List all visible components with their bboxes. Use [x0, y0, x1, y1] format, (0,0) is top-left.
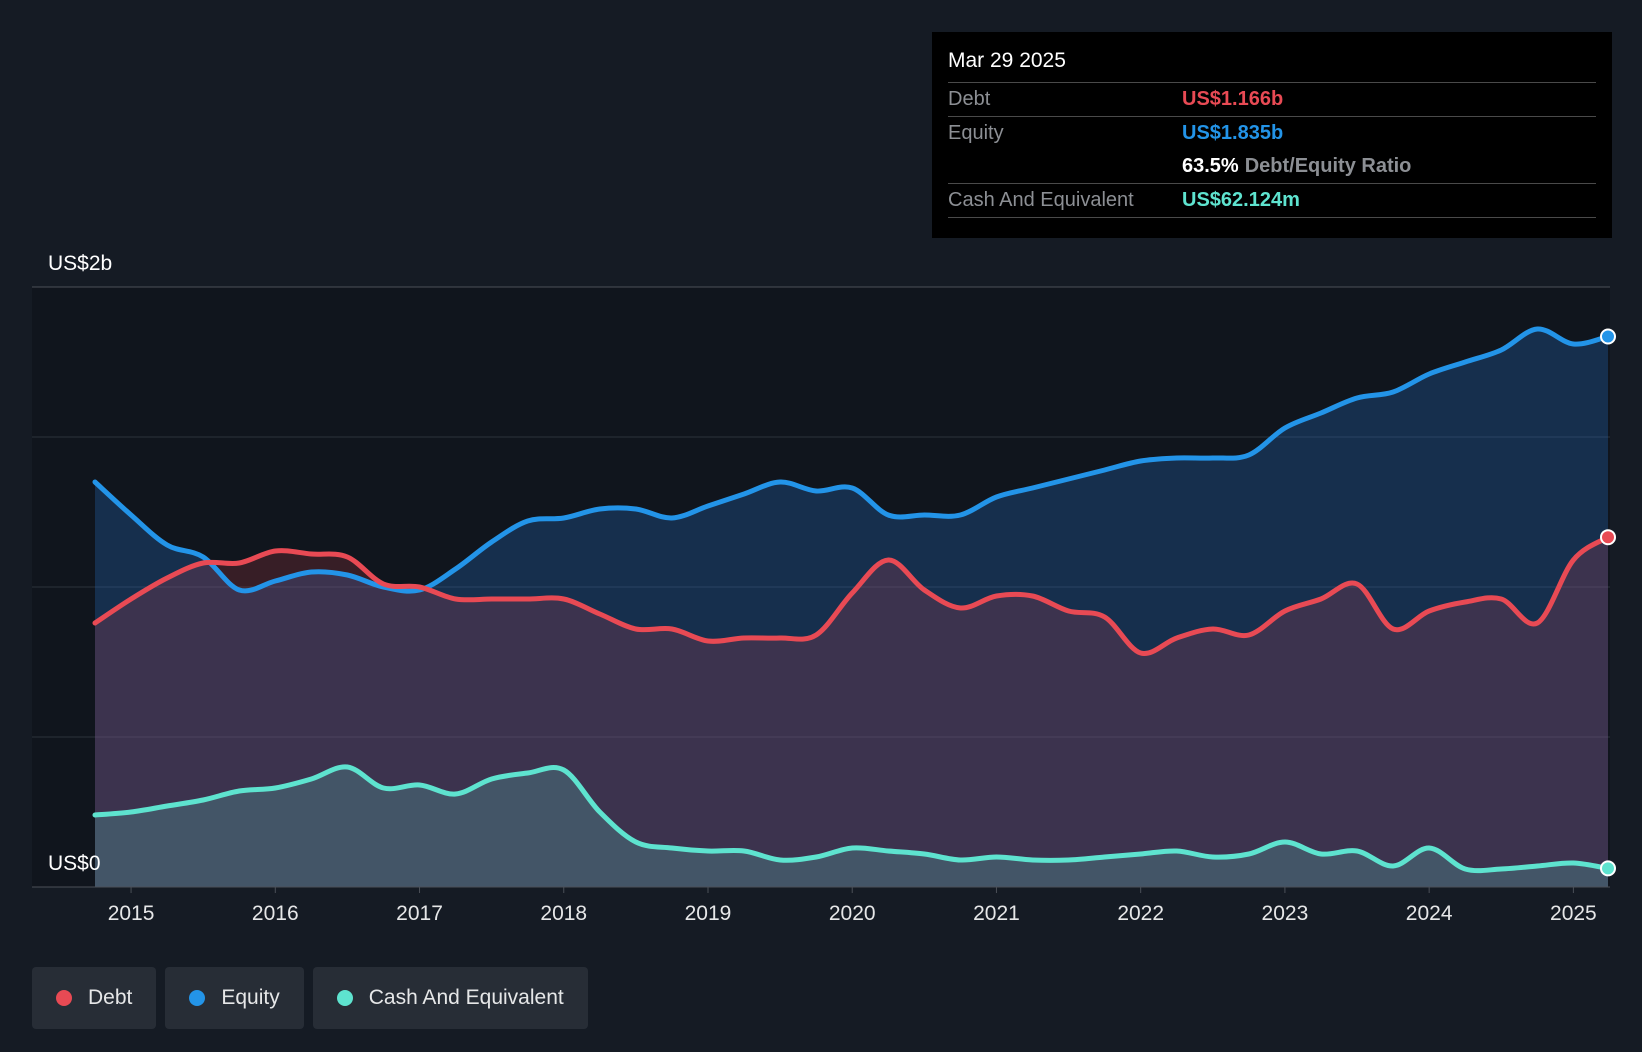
equity-end-marker — [1600, 328, 1616, 345]
x-tick-label: 2024 — [1406, 902, 1453, 925]
x-axis-ticks: 2015 2016 2017 2018 2019 2020 2021 2022 2023 2024… — [108, 887, 1597, 925]
series-end-markers — [1600, 328, 1616, 877]
cash-dot-icon — [336, 990, 353, 1006]
x-tick-label: 2017 — [396, 902, 443, 925]
tooltip-cash-value: US$62.124m — [1182, 189, 1300, 211]
equity-dot-icon — [189, 990, 206, 1006]
x-tick-label: 2015 — [108, 902, 155, 925]
tooltip-debt-label: Debt — [948, 88, 991, 110]
tooltip-equity-label: Equity — [948, 122, 1004, 144]
tooltip-ratio-row: 63.5% Debt/Equity Ratio — [948, 150, 1596, 183]
legend-item-cash[interactable]: Cash And Equivalent — [312, 967, 588, 1029]
series-areas — [95, 328, 1608, 887]
y-axis-bottom-label: US$0 — [48, 852, 101, 875]
tooltip-cash-label: Cash And Equivalent — [948, 189, 1134, 211]
debt-line — [92, 534, 1611, 657]
tooltip-ratio-label: Debt/Equity Ratio — [1244, 155, 1412, 177]
x-tick-label: 2018 — [540, 902, 587, 925]
tooltip-debt-value: US$1.166b — [1182, 88, 1284, 110]
x-tick-label: 2019 — [685, 902, 732, 925]
legend-item-equity[interactable]: Equity — [165, 967, 304, 1029]
tooltip-panel: Mar 29 2025 Debt US$1.166b Equity US$1.8… — [932, 32, 1612, 238]
x-tick-label: 2021 — [973, 902, 1020, 925]
debt-area — [95, 537, 1608, 887]
gridlines — [32, 286, 1610, 738]
equity-line — [92, 326, 1611, 594]
tooltip-equity-row: Equity US$1.835b — [948, 116, 1596, 150]
tooltip-debt-row: Debt US$1.166b — [948, 82, 1596, 116]
tooltip-cash-row: Cash And Equivalent US$62.124m — [948, 183, 1596, 218]
legend-equity-label: Equity — [221, 986, 280, 1009]
legend: Debt Equity Cash And Equivalent — [32, 967, 597, 1029]
tooltip-equity-value: US$1.835b — [1182, 122, 1284, 144]
x-tick-label: 2023 — [1262, 902, 1309, 925]
series-lines — [92, 326, 1611, 874]
equity-area — [95, 328, 1608, 887]
x-tick-label: 2025 — [1550, 902, 1597, 925]
x-tick-label: 2020 — [829, 902, 876, 925]
x-tick-label: 2016 — [252, 902, 299, 925]
tooltip-date: Mar 29 2025 — [948, 49, 1066, 72]
debt-end-marker — [1600, 529, 1616, 546]
debt-dot-icon — [56, 990, 72, 1006]
y-axis-top-label: US$2b — [48, 252, 112, 275]
legend-cash-label: Cash And Equivalent — [368, 986, 564, 1009]
cash-end-marker — [1600, 860, 1616, 877]
legend-debt-label: Debt — [88, 986, 133, 1009]
x-tick-label: 2022 — [1117, 902, 1164, 925]
legend-item-debt[interactable]: Debt — [32, 967, 157, 1029]
cash-line — [92, 764, 1611, 874]
tooltip-ratio-value: 63.5% — [1182, 155, 1239, 177]
